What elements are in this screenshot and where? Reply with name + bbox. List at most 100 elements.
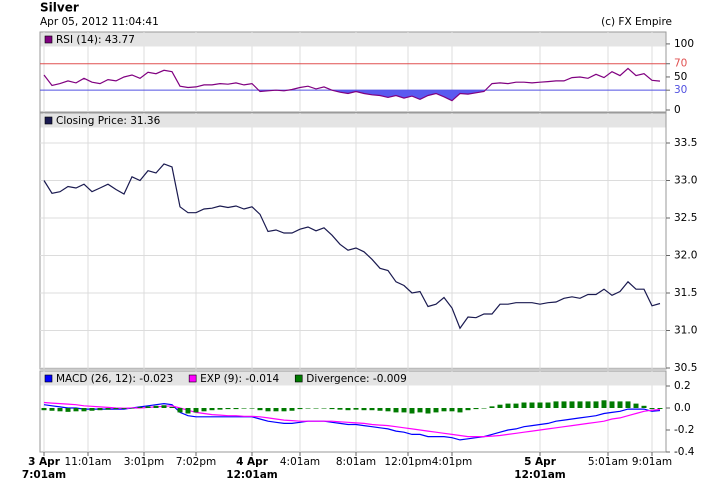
x-tick-label: 9:01am bbox=[632, 456, 672, 468]
x-tick-label: 4:01pm bbox=[432, 456, 472, 468]
divergence-bar bbox=[297, 408, 303, 410]
divergence-bar bbox=[617, 401, 623, 408]
y-tick-label: 33.5 bbox=[674, 137, 697, 149]
x-tick-label: 5:01am bbox=[588, 456, 628, 468]
divergence-bar bbox=[289, 408, 295, 411]
x-tick-label: 3 Apr bbox=[28, 456, 61, 468]
y-tick-label: 0 bbox=[674, 104, 681, 116]
divergence-bar bbox=[217, 408, 223, 410]
divergence-bar bbox=[225, 408, 231, 410]
divergence-bar bbox=[489, 406, 495, 408]
divergence-bar bbox=[521, 402, 527, 408]
y-tick-label: 31.5 bbox=[674, 287, 697, 299]
x-tick-label: 4 Apr bbox=[236, 456, 269, 468]
y-tick-label: 30.5 bbox=[674, 362, 697, 374]
credit: (c) FX Empire bbox=[601, 16, 672, 28]
y-tick-label: 33.0 bbox=[674, 175, 697, 187]
divergence-bar bbox=[609, 401, 615, 408]
divergence-bar bbox=[257, 408, 263, 411]
rsi-fill bbox=[258, 90, 486, 101]
divergence-bar bbox=[465, 408, 471, 411]
divergence-bar bbox=[145, 406, 151, 408]
divergence-bar bbox=[593, 401, 599, 408]
divergence-bar bbox=[361, 408, 367, 411]
legend-label: RSI (14): 43.77 bbox=[56, 34, 135, 46]
legend-label: EXP (9): -0.014 bbox=[200, 373, 279, 385]
divergence-bar bbox=[153, 405, 159, 408]
divergence-bar bbox=[97, 408, 103, 411]
divergence-bar bbox=[201, 408, 207, 412]
y-tick-label: -0.4 bbox=[674, 446, 695, 458]
divergence-bar bbox=[265, 408, 271, 412]
x-tick-label: 7:01am bbox=[22, 469, 66, 481]
divergence-bar bbox=[657, 408, 663, 409]
legend-swatch bbox=[44, 116, 53, 125]
divergence-bar bbox=[601, 400, 607, 408]
divergence-bar bbox=[441, 408, 447, 412]
divergence-bar bbox=[625, 401, 631, 408]
divergence-bar bbox=[345, 408, 351, 411]
divergence-bar bbox=[569, 401, 575, 408]
y-tick-label: 0.2 bbox=[674, 380, 691, 392]
x-tick-label: 5 Apr bbox=[524, 456, 557, 468]
divergence-bar bbox=[281, 408, 287, 412]
divergence-bar bbox=[537, 402, 543, 408]
divergence-bar bbox=[385, 408, 391, 412]
legend-label: Closing Price: 31.36 bbox=[56, 115, 161, 127]
divergence-bar bbox=[89, 408, 95, 411]
y-tick-label: 31.0 bbox=[674, 325, 697, 337]
x-tick-label: 3:01pm bbox=[124, 456, 164, 468]
x-tick-label: 12:01pm bbox=[384, 456, 431, 468]
y-tick-label: 100 bbox=[674, 38, 694, 50]
divergence-bar bbox=[177, 408, 183, 413]
divergence-bar bbox=[505, 403, 511, 408]
divergence-bar bbox=[305, 408, 311, 409]
divergence-bar bbox=[169, 406, 175, 408]
legend-swatch bbox=[44, 35, 53, 44]
divergence-bar bbox=[329, 408, 335, 410]
threshold-label: 70 bbox=[674, 58, 687, 70]
divergence-bar bbox=[481, 408, 487, 409]
divergence-bar bbox=[641, 405, 647, 408]
divergence-bar bbox=[249, 408, 255, 409]
divergence-bar bbox=[137, 406, 143, 408]
divergence-bar bbox=[457, 408, 463, 413]
legend-band bbox=[40, 32, 666, 47]
y-tick-label: 32.5 bbox=[674, 212, 697, 224]
chart-title: Silver bbox=[40, 1, 79, 15]
divergence-bar bbox=[377, 408, 383, 411]
legend-swatch bbox=[44, 374, 53, 383]
legend-label: Divergence: -0.009 bbox=[306, 373, 407, 385]
divergence-bar bbox=[185, 408, 191, 414]
divergence-bar bbox=[513, 403, 519, 408]
divergence-bar bbox=[545, 402, 551, 408]
divergence-bar bbox=[649, 408, 655, 410]
divergence-bar bbox=[57, 408, 63, 412]
series-line bbox=[43, 163, 661, 330]
x-tick-label: 8:01am bbox=[336, 456, 376, 468]
divergence-bar bbox=[561, 401, 567, 408]
divergence-bar bbox=[161, 405, 167, 408]
divergence-bar bbox=[105, 408, 111, 410]
divergence-bar bbox=[401, 408, 407, 413]
divergence-bar bbox=[497, 404, 503, 408]
x-tick-label: 7:02pm bbox=[176, 456, 216, 468]
divergence-bar bbox=[65, 408, 71, 412]
y-tick-label: 0.0 bbox=[674, 402, 691, 414]
divergence-bar bbox=[193, 408, 199, 413]
divergence-bar bbox=[121, 408, 127, 409]
divergence-bar bbox=[433, 408, 439, 413]
divergence-bar bbox=[633, 403, 639, 408]
divergence-bar bbox=[313, 408, 319, 409]
y-tick-label: 32.0 bbox=[674, 250, 697, 262]
x-tick-label: 12:01am bbox=[514, 469, 566, 481]
timestamp: Apr 05, 2012 11:04:41 bbox=[40, 16, 159, 28]
x-tick-label: 4:01am bbox=[280, 456, 320, 468]
divergence-bar bbox=[81, 408, 87, 412]
y-tick-label: -0.2 bbox=[674, 424, 695, 436]
series-line bbox=[43, 67, 661, 102]
divergence-bar bbox=[129, 408, 135, 409]
divergence-bar bbox=[41, 408, 47, 411]
